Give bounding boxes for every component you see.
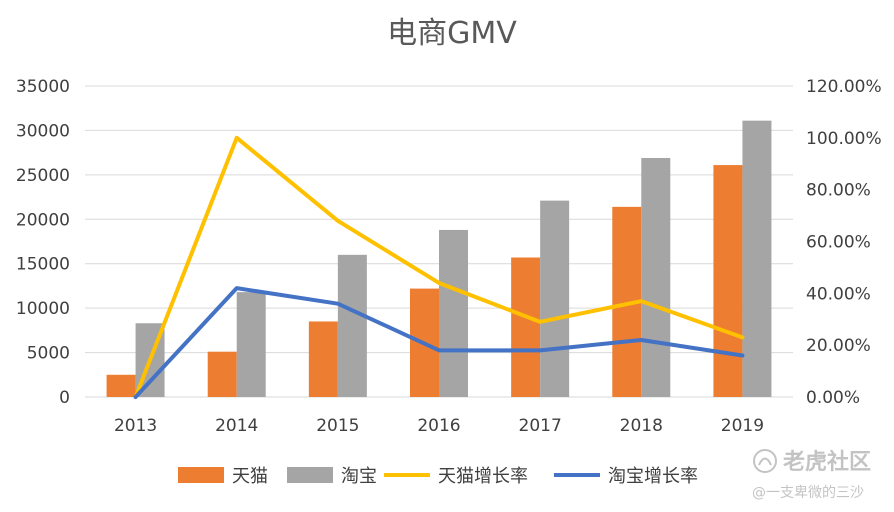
left-tick-label: 25000 — [16, 166, 70, 186]
watermark-handle: @一支卑微的三沙 — [752, 484, 864, 501]
bar-天猫-2019 — [713, 165, 743, 397]
right-tick-label: 40.00% — [806, 284, 871, 304]
bar-淘宝-2015 — [337, 254, 367, 397]
x-axis-ticks: 2013 2014 2015 2016 2017 2018 2019 — [114, 416, 764, 436]
x-tick-label: 2019 — [721, 416, 764, 436]
legend-label-天猫增长率: 天猫增长率 — [438, 466, 528, 487]
watermark-logo-text: 老虎社区 — [782, 449, 871, 475]
left-tick-label: 30000 — [16, 121, 70, 141]
line-天猫增长率 — [133, 135, 745, 399]
left-axis-ticks: 0 5000 10000 15000 20000 25000 30000 35000 — [16, 77, 70, 408]
right-tick-label: 0.00% — [806, 388, 860, 408]
right-tick-label: 80.00% — [806, 181, 871, 201]
right-tick-label: 100.00% — [806, 129, 882, 149]
left-tick-label: 0 — [59, 388, 70, 408]
left-tick-label: 35000 — [16, 77, 70, 97]
x-tick-label: 2014 — [215, 416, 258, 436]
x-tick-label: 2018 — [620, 416, 663, 436]
legend: 天猫 淘宝 天猫增长率 淘宝增长率 — [178, 466, 698, 487]
line-series — [133, 135, 745, 399]
left-tick-label: 15000 — [16, 255, 70, 275]
right-axis-ticks: 0.00% 20.00% 40.00% 60.00% 80.00% 100.00% 120.… — [806, 77, 882, 408]
bar-天猫-2015 — [308, 321, 338, 397]
right-tick-label: 20.00% — [806, 336, 871, 356]
legend-label-淘宝增长率: 淘宝增长率 — [608, 466, 698, 487]
watermark: 老虎社区 @一支卑微的三沙 — [752, 449, 871, 501]
bar-淘宝-2014 — [236, 292, 266, 397]
x-tick-label: 2016 — [417, 416, 460, 436]
left-tick-label: 10000 — [16, 299, 70, 319]
chart-title: 电商GMV — [387, 16, 517, 51]
x-tick-label: 2013 — [114, 416, 157, 436]
bar-淘宝-2016 — [439, 229, 468, 397]
bar-天猫-2017 — [511, 257, 541, 397]
right-tick-label: 120.00% — [806, 77, 882, 97]
x-tick-label: 2017 — [519, 416, 562, 436]
legend-swatch-淘宝 — [287, 467, 333, 483]
legend-label-淘宝: 淘宝 — [341, 466, 377, 487]
x-tick-label: 2015 — [316, 416, 359, 436]
bar-series — [106, 120, 772, 397]
legend-label-天猫: 天猫 — [232, 466, 268, 487]
right-tick-label: 60.00% — [806, 233, 871, 253]
tiger-logo-icon — [753, 449, 777, 473]
bar-淘宝-2018 — [641, 157, 671, 397]
line-淘宝增长率 — [133, 286, 745, 399]
left-tick-label: 20000 — [16, 210, 70, 230]
bar-天猫-2014 — [207, 351, 237, 397]
legend-swatch-天猫 — [178, 467, 224, 483]
bar-淘宝-2017 — [540, 200, 570, 397]
bar-淘宝-2019 — [742, 120, 772, 397]
left-tick-label: 5000 — [27, 344, 70, 364]
bar-天猫-2013 — [106, 374, 136, 397]
